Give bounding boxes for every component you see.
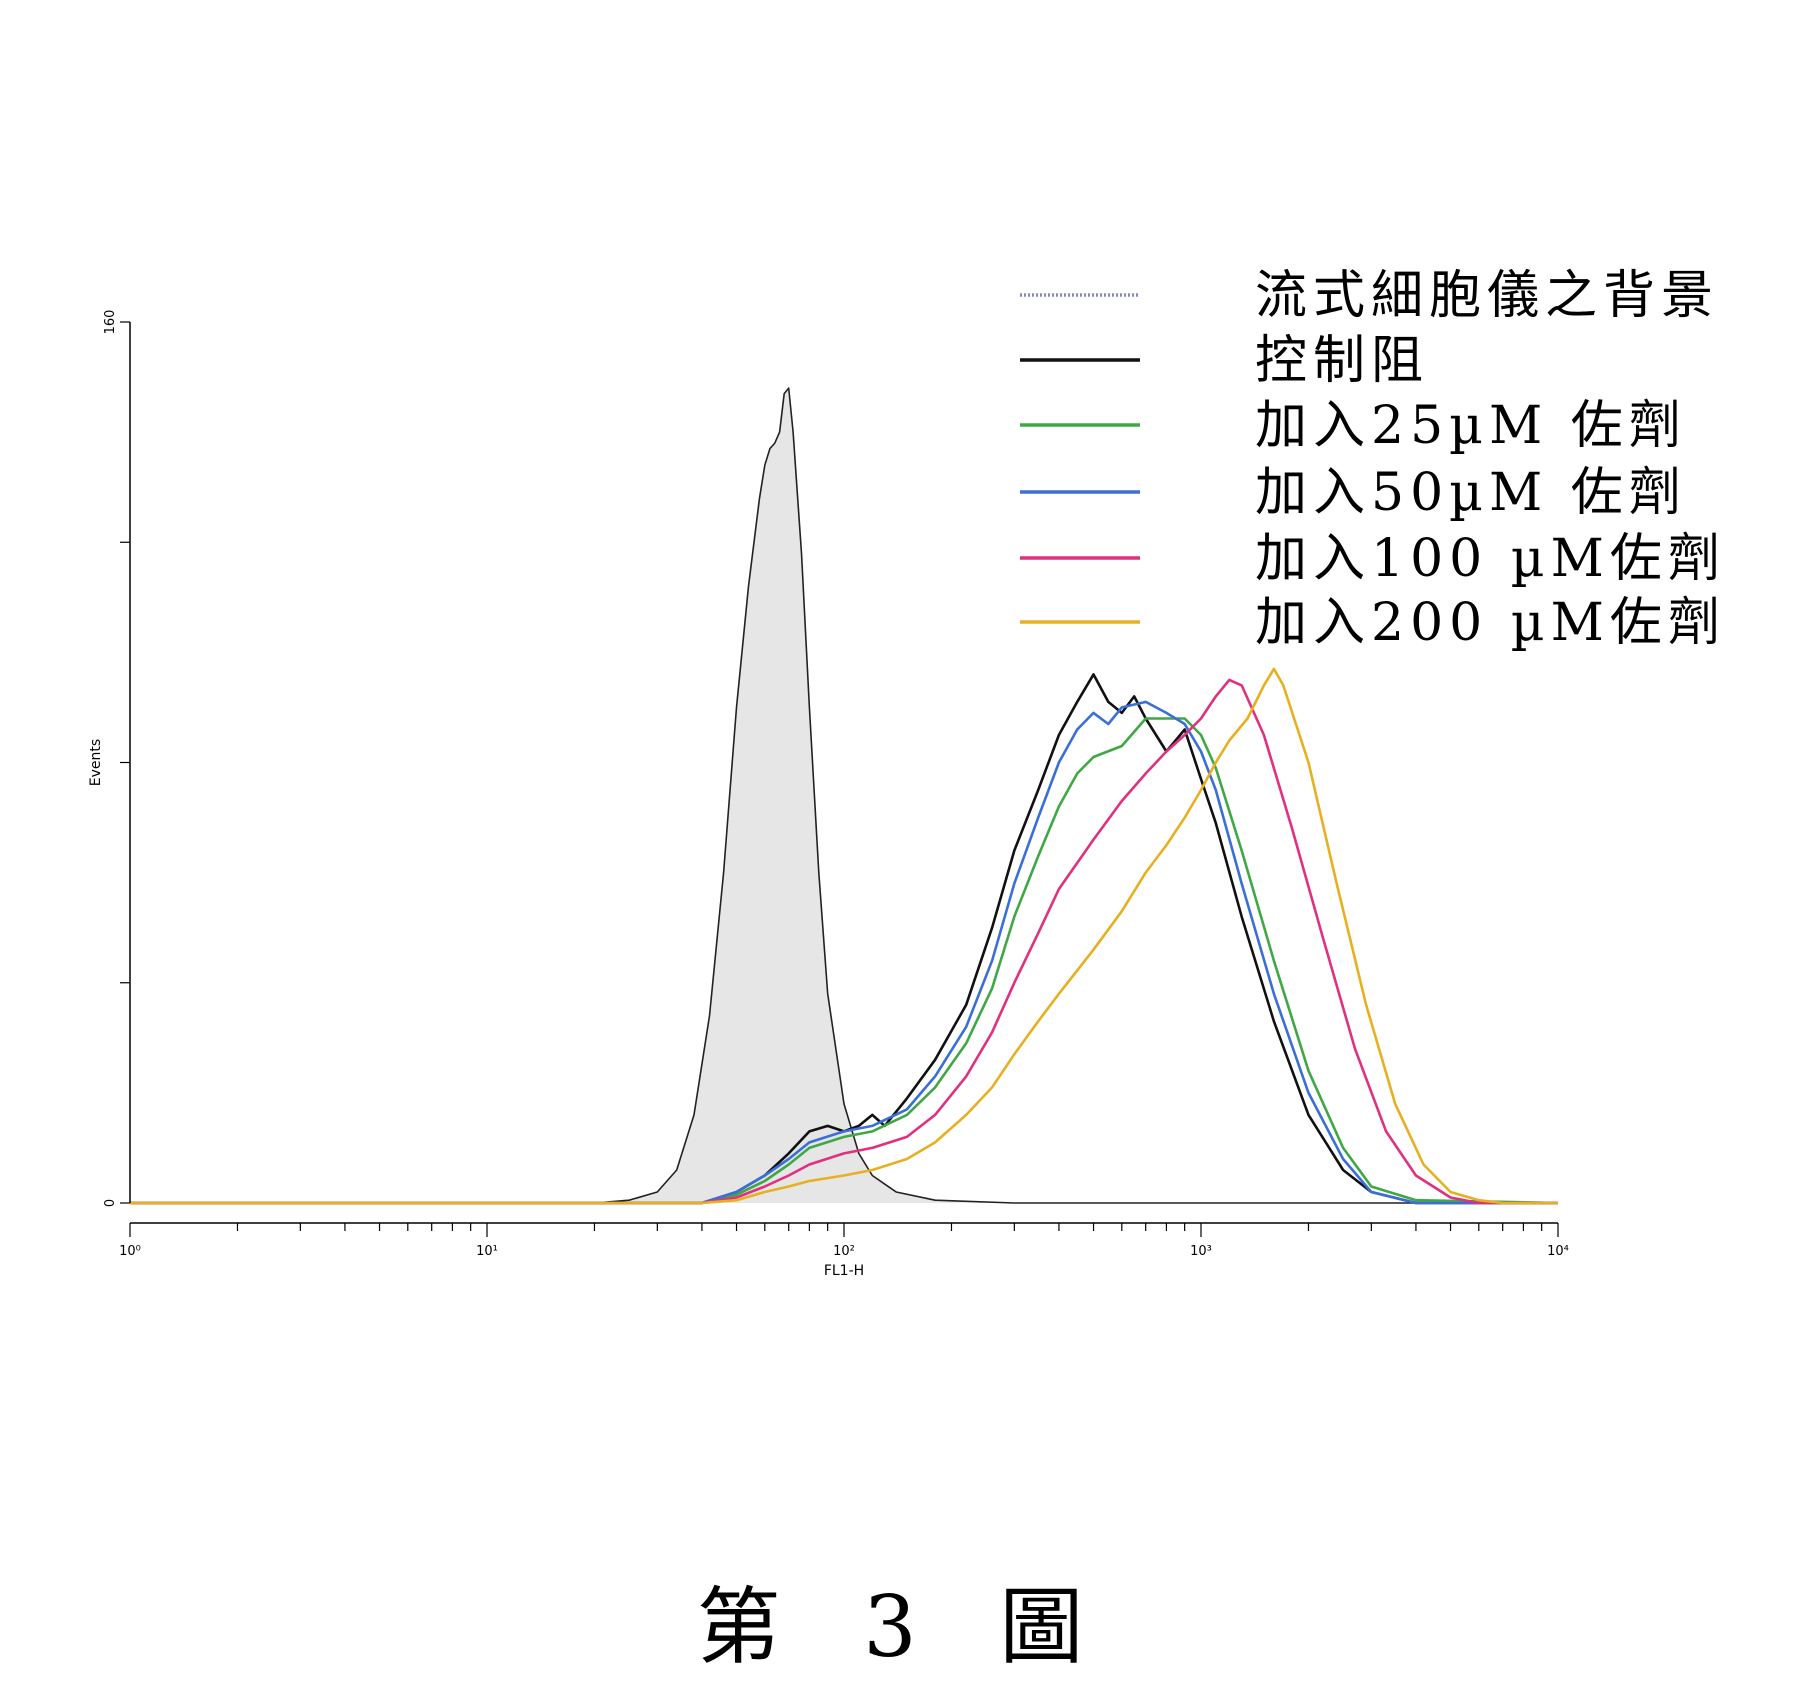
legend-label-1: 控制阻	[1255, 331, 1429, 391]
figure-caption: 第 3 圖	[696, 1578, 1112, 1676]
legend-label-0: 流式細胞儀之背景	[1255, 266, 1719, 326]
x-tick-label: 10⁴	[1547, 1244, 1569, 1259]
plot-area	[130, 387, 1559, 1205]
legend-label-3: 加入50µM 佐劑	[1255, 463, 1687, 523]
axes: 10⁰ 10¹ 10² 10³ 10⁴ 0 160 FL1-H Events	[88, 310, 1569, 1279]
x-tick-label: 10⁰	[119, 1244, 141, 1259]
series-line-4	[130, 678, 1558, 1205]
legend-label-5: 加入200 µM佐劑	[1255, 593, 1726, 653]
x-tick-label: 10¹	[476, 1244, 498, 1259]
legend-label-2: 加入25µM 佐劑	[1255, 396, 1687, 456]
x-tick-label: 10³	[1190, 1244, 1212, 1259]
series-line-2	[130, 717, 1559, 1205]
legend-label-4: 加入100 µM佐劑	[1255, 529, 1726, 589]
y-tick-label: 0	[103, 1199, 118, 1207]
series-line-5	[130, 667, 1558, 1205]
y-axis-title: Events	[88, 739, 104, 786]
series-line-0	[130, 387, 1558, 1204]
x-axis-title: FL1-H	[824, 1263, 864, 1279]
series-line-1	[130, 673, 1558, 1205]
series-line-3	[130, 700, 1558, 1205]
y-tick-label: 160	[103, 310, 118, 335]
x-tick-label: 10²	[833, 1244, 855, 1259]
